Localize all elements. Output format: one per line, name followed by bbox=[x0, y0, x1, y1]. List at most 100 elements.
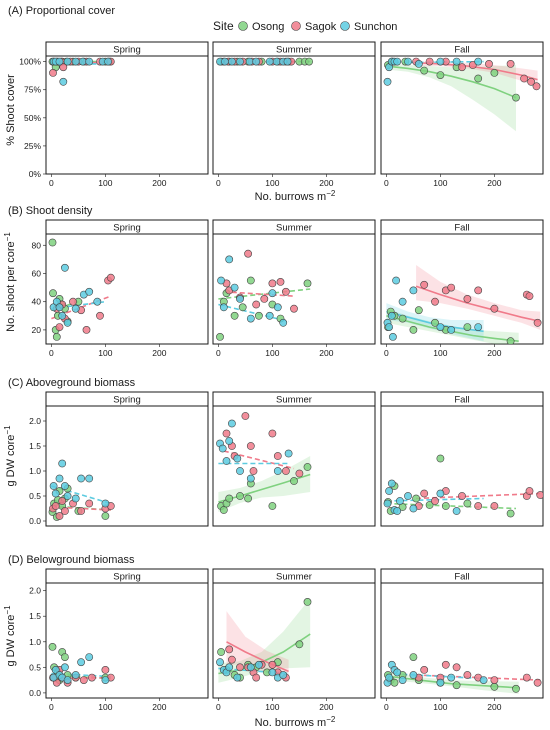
x-tick-label: 0 bbox=[384, 348, 389, 358]
data-point-sagok bbox=[525, 487, 534, 495]
data-point-sunchon bbox=[436, 678, 445, 687]
data-point-osong bbox=[48, 643, 57, 651]
data-point-sagok bbox=[474, 502, 483, 510]
data-point-sagok bbox=[290, 304, 298, 313]
data-point-sunchon bbox=[61, 263, 69, 272]
y-tick-label: 20 bbox=[32, 325, 42, 335]
y-tick-label: 2.0 bbox=[29, 586, 41, 596]
y-tick-label: 0.0 bbox=[29, 688, 41, 698]
data-point-sunchon bbox=[447, 325, 456, 334]
x-axis-title-d-sup: −2 bbox=[326, 715, 336, 724]
data-point-sagok bbox=[520, 74, 528, 83]
data-point-sagok bbox=[431, 297, 439, 306]
data-point-sagok bbox=[533, 678, 542, 687]
data-point-sunchon bbox=[383, 499, 392, 508]
data-point-osong bbox=[420, 66, 429, 75]
x-tick-label: 100 bbox=[433, 702, 447, 712]
panel--b-shoot-density-fall: Fall 0 100 200 bbox=[380, 219, 544, 358]
data-point-sunchon bbox=[474, 57, 483, 66]
x-tick-label: 100 bbox=[265, 348, 279, 358]
data-point-sagok bbox=[49, 69, 57, 77]
data-point-sunchon bbox=[273, 303, 282, 312]
data-point-osong bbox=[254, 311, 263, 320]
y-axis-label-d-main: g DW core bbox=[5, 615, 17, 667]
data-point-osong bbox=[452, 681, 461, 690]
data-point-sunchon bbox=[218, 444, 227, 453]
data-point-sagok bbox=[77, 507, 85, 515]
y-axis-label-a: % Shoot cover bbox=[5, 74, 17, 146]
confidence-band-osong bbox=[386, 671, 519, 694]
data-point-osong bbox=[303, 598, 312, 606]
data-point-sagok bbox=[490, 676, 499, 684]
x-tick-label: 100 bbox=[98, 702, 112, 712]
data-point-sunchon bbox=[85, 653, 94, 661]
panel--b-shoot-density-spring: Spring 0 100 200 bbox=[45, 219, 209, 358]
y-tick-label: 100% bbox=[19, 57, 41, 67]
panel-plot-area bbox=[48, 57, 115, 86]
data-point-sunchon bbox=[265, 311, 274, 320]
legend-title: Site bbox=[213, 19, 234, 33]
panel--d-belowground-biomass-fall: Fall 0 100 200 bbox=[380, 568, 544, 712]
data-point-sagok bbox=[527, 77, 535, 86]
data-point-sagok bbox=[101, 666, 110, 674]
x-tick-label: 200 bbox=[487, 348, 501, 358]
data-point-sunchon bbox=[85, 287, 94, 296]
legend-swatch-sagok bbox=[291, 21, 301, 31]
chart-title-b: (B) Shoot density bbox=[8, 205, 93, 217]
data-point-sagok bbox=[268, 429, 277, 438]
data-point-sunchon bbox=[252, 57, 261, 66]
panel-frame bbox=[380, 55, 544, 175]
data-point-osong bbox=[244, 494, 252, 503]
data-point-sagok bbox=[241, 412, 250, 420]
data-point-sunchon bbox=[227, 419, 236, 428]
data-point-sunchon bbox=[93, 297, 102, 306]
data-point-sunchon bbox=[414, 60, 423, 68]
data-point-sunchon bbox=[404, 57, 412, 66]
data-point-sunchon bbox=[71, 671, 80, 679]
panel-frame bbox=[212, 405, 376, 527]
panel-frame bbox=[45, 233, 209, 345]
x-tick-label: 200 bbox=[487, 178, 501, 188]
data-point-sunchon bbox=[55, 303, 64, 312]
data-point-sagok bbox=[222, 429, 231, 438]
data-point-sunchon bbox=[392, 276, 400, 285]
data-point-sunchon bbox=[393, 507, 402, 515]
panel--a-proportional-cover-spring: Spring 0 100 200 bbox=[45, 41, 209, 188]
panel--c-aboveground-biomass-fall: Fall bbox=[380, 391, 544, 527]
facet-label: Fall bbox=[454, 45, 469, 56]
legend-swatch-osong bbox=[238, 21, 248, 31]
data-point-osong bbox=[474, 74, 483, 83]
data-point-sagok bbox=[79, 676, 88, 684]
data-point-sunchon bbox=[246, 663, 255, 672]
data-point-osong bbox=[398, 314, 407, 323]
panel--d-belowground-biomass-spring: Spring 0 100 200 bbox=[45, 568, 209, 712]
x-tick-label: 100 bbox=[98, 348, 112, 358]
data-point-sunchon bbox=[225, 663, 234, 672]
data-point-osong bbox=[409, 325, 418, 334]
data-point-osong bbox=[305, 57, 313, 66]
y-tick-label: 0.5 bbox=[29, 491, 41, 501]
data-point-sagok bbox=[506, 60, 515, 68]
y-tick-label: 1.5 bbox=[29, 611, 41, 621]
panel--a-proportional-cover-summer: Summer 0 100 200 bbox=[212, 41, 376, 188]
data-point-sunchon bbox=[71, 494, 80, 503]
data-point-sunchon bbox=[222, 457, 231, 465]
data-point-sagok bbox=[490, 502, 499, 510]
data-point-osong bbox=[412, 494, 420, 503]
data-point-osong bbox=[49, 289, 57, 298]
data-point-sunchon bbox=[452, 57, 461, 66]
data-point-sunchon bbox=[404, 492, 412, 500]
data-point-sunchon bbox=[409, 671, 418, 679]
panel-plot-area bbox=[383, 454, 543, 518]
x-tick-label: 200 bbox=[487, 702, 501, 712]
x-tick-label: 0 bbox=[49, 702, 54, 712]
trend-line-osong bbox=[218, 288, 311, 300]
data-point-sunchon bbox=[236, 57, 244, 66]
data-point-osong bbox=[230, 311, 239, 320]
data-point-sagok bbox=[295, 469, 304, 478]
data-point-sunchon bbox=[245, 57, 254, 66]
data-point-sagok bbox=[106, 273, 115, 282]
data-point-sunchon bbox=[265, 57, 274, 66]
data-point-sunchon bbox=[398, 297, 407, 306]
data-point-sagok bbox=[463, 294, 472, 303]
